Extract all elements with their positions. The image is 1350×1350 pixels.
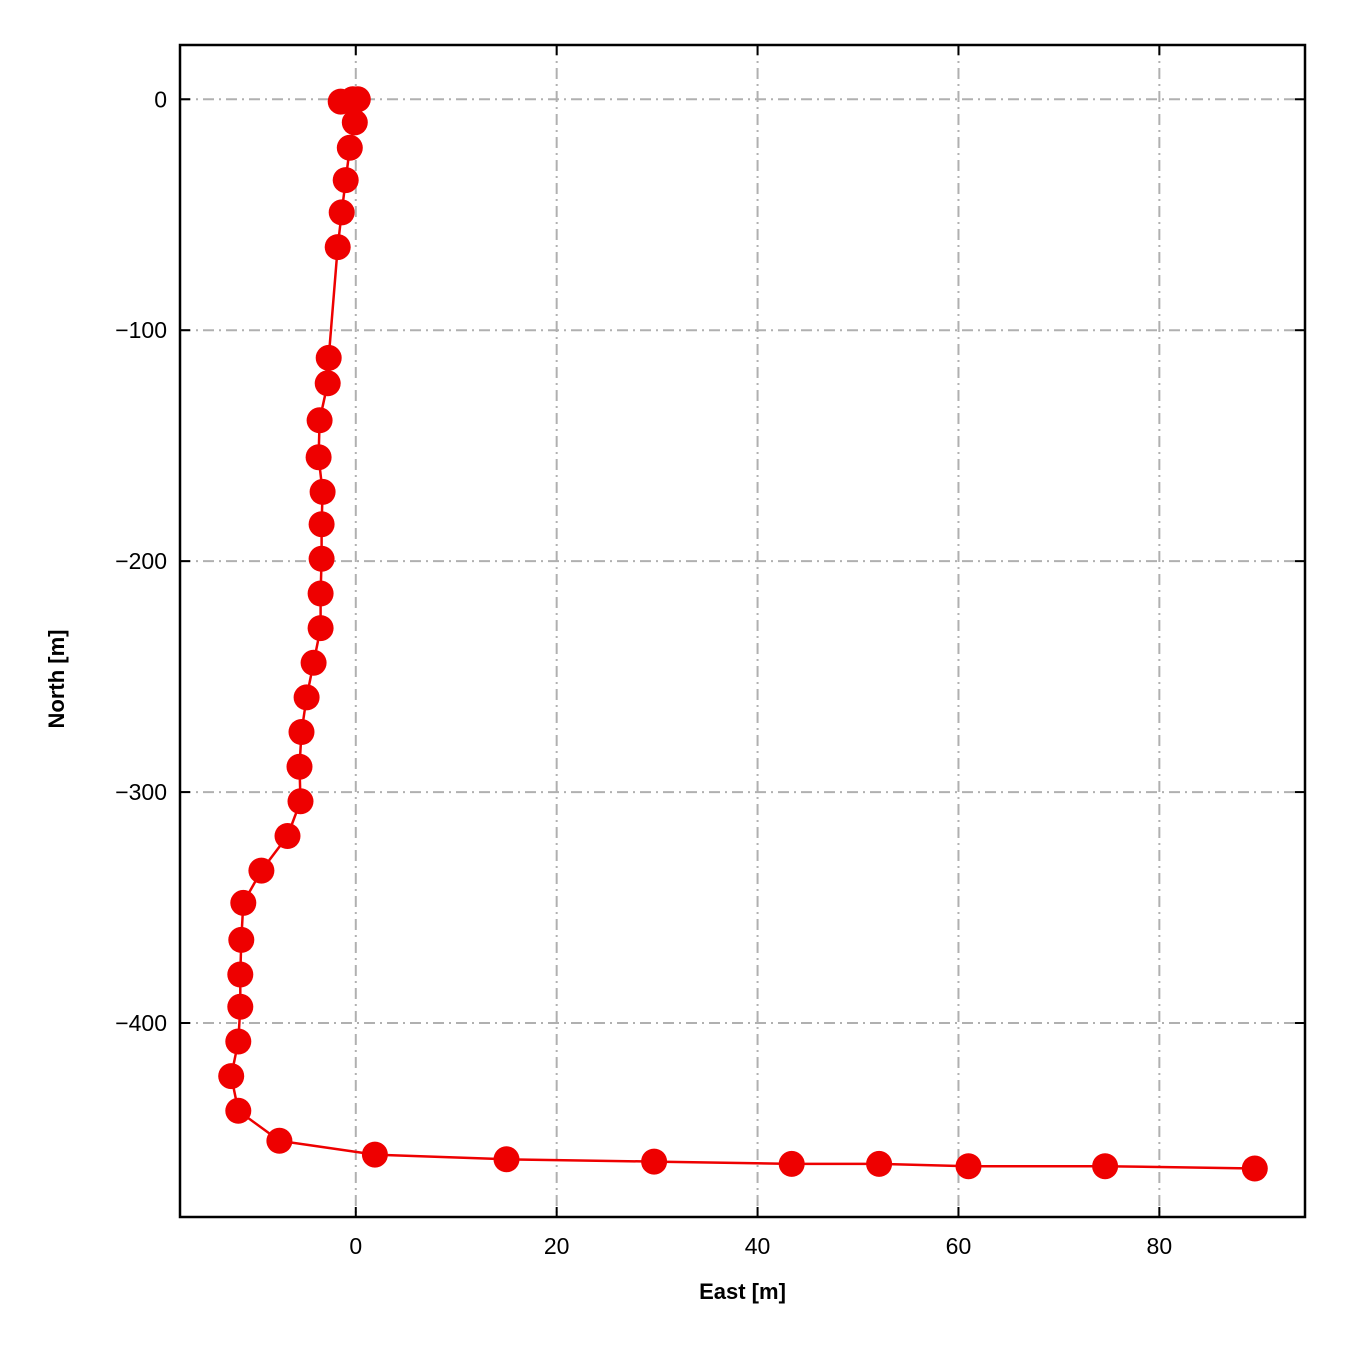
data-point xyxy=(328,199,355,226)
data-point xyxy=(218,1063,245,1090)
data-point xyxy=(332,167,359,194)
data-point xyxy=(314,370,341,397)
x-tick-label: 0 xyxy=(349,1233,362,1259)
x-tick-label: 40 xyxy=(745,1233,771,1259)
data-point xyxy=(305,444,332,471)
data-point xyxy=(1092,1153,1119,1180)
data-point xyxy=(308,545,335,572)
data-point xyxy=(225,1028,252,1055)
data-point xyxy=(274,823,301,849)
data-point xyxy=(248,857,275,884)
data-point xyxy=(955,1153,982,1180)
y-axis-label: North [m] xyxy=(44,630,69,729)
data-point xyxy=(227,961,254,988)
data-point xyxy=(1241,1155,1268,1182)
data-point xyxy=(309,478,336,505)
data-point xyxy=(266,1127,293,1154)
series-layer xyxy=(218,86,1268,1182)
data-point xyxy=(641,1148,668,1175)
data-point xyxy=(324,234,351,261)
data-point xyxy=(493,1146,520,1173)
data-point xyxy=(315,344,342,371)
data-point xyxy=(288,719,315,745)
data-point xyxy=(778,1150,805,1177)
data-point xyxy=(300,649,327,676)
data-point xyxy=(225,1097,252,1124)
y-tick-label: −400 xyxy=(115,1010,167,1036)
y-tick-label: −200 xyxy=(115,548,167,574)
data-point xyxy=(287,788,314,815)
data-point xyxy=(361,1141,388,1168)
data-point xyxy=(228,926,255,953)
data-point xyxy=(307,615,334,642)
data-point xyxy=(308,511,335,538)
x-tick-label: 80 xyxy=(1147,1233,1173,1259)
plot-frame xyxy=(178,43,1307,1219)
x-tick-label: 60 xyxy=(946,1233,972,1259)
data-point xyxy=(307,580,334,607)
x-axis-label: East [m] xyxy=(699,1279,786,1304)
y-tick-label: 0 xyxy=(154,86,167,112)
series-line xyxy=(229,98,1255,1170)
ticks: 0 20 40 60 80 0 −100 −200 −300 −400 xyxy=(115,45,1305,1259)
data-point xyxy=(336,134,363,161)
y-tick-label: −300 xyxy=(115,779,167,805)
x-tick-label: 20 xyxy=(544,1233,570,1259)
data-point xyxy=(230,889,257,916)
data-point xyxy=(337,88,364,115)
y-tick-label: −100 xyxy=(115,317,167,343)
data-point xyxy=(306,407,333,434)
data-point xyxy=(227,993,254,1020)
data-point xyxy=(866,1150,893,1177)
data-point xyxy=(341,109,368,136)
grid xyxy=(180,45,1305,1217)
data-point xyxy=(286,753,313,780)
data-point xyxy=(293,684,320,711)
